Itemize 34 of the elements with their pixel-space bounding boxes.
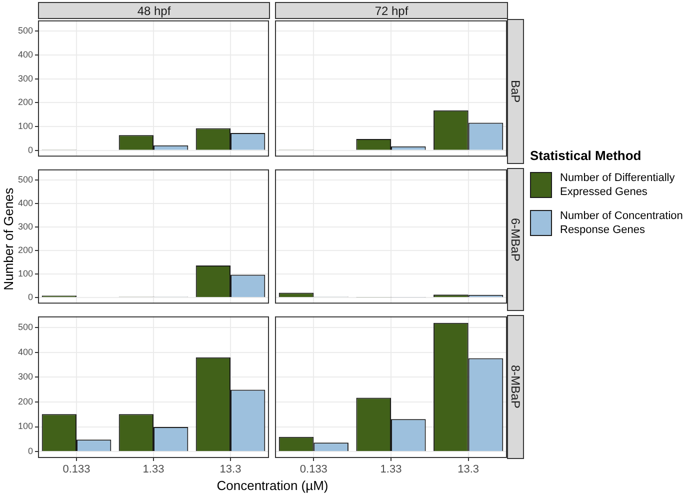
y-tick-label: 100	[18, 268, 33, 278]
y-axis-title: Number of Genes	[1, 186, 17, 292]
y-tick-label: 500	[18, 26, 33, 36]
chart-title: 72 hpf	[275, 2, 508, 19]
legend-label: Number of Differentially Expressed Genes	[560, 171, 676, 199]
y-tick-label: 500	[18, 322, 33, 332]
y-tick-label: 100	[18, 421, 33, 432]
x-axis-title: Concentration (µM)	[216, 478, 330, 493]
y-tick-label: 0	[28, 292, 33, 302]
y2-axis-title: 6-MBaP	[508, 218, 522, 262]
y-tick-label: 300	[18, 221, 33, 232]
y-tick-label: 500	[18, 174, 33, 184]
y-tick-label: 200	[18, 97, 33, 108]
y-tick-label: 400	[18, 49, 33, 60]
y-tick-label: 0	[28, 446, 33, 456]
x-tick-label: 1.33	[380, 464, 402, 476]
y-tick-label: 200	[18, 244, 33, 255]
y-tick-label: 300	[18, 372, 33, 382]
x-tick-label: 0.133	[62, 464, 90, 476]
x-tick-label: 1.33	[142, 464, 164, 476]
y-tick-label: 400	[18, 346, 33, 357]
y-tick-label: 0	[28, 144, 33, 155]
y-tick-label: 100	[18, 121, 33, 132]
x-tick-label: 0.133	[300, 464, 328, 476]
y-tick-label: 200	[18, 396, 33, 406]
y2-axis-title: BaP	[508, 80, 522, 103]
chart-title: 48 hpf	[38, 2, 270, 19]
y-tick-label: 400	[18, 198, 33, 208]
x-tick-label: 13.3	[220, 464, 242, 476]
legend-title: Statistical Method	[530, 148, 642, 163]
y-tick-label: 300	[18, 73, 33, 84]
x-tick-label: 13.3	[458, 464, 480, 476]
legend-label: Number of Concentration Response Genes	[560, 209, 684, 237]
y2-axis-title: 8-MBaP	[508, 365, 522, 409]
